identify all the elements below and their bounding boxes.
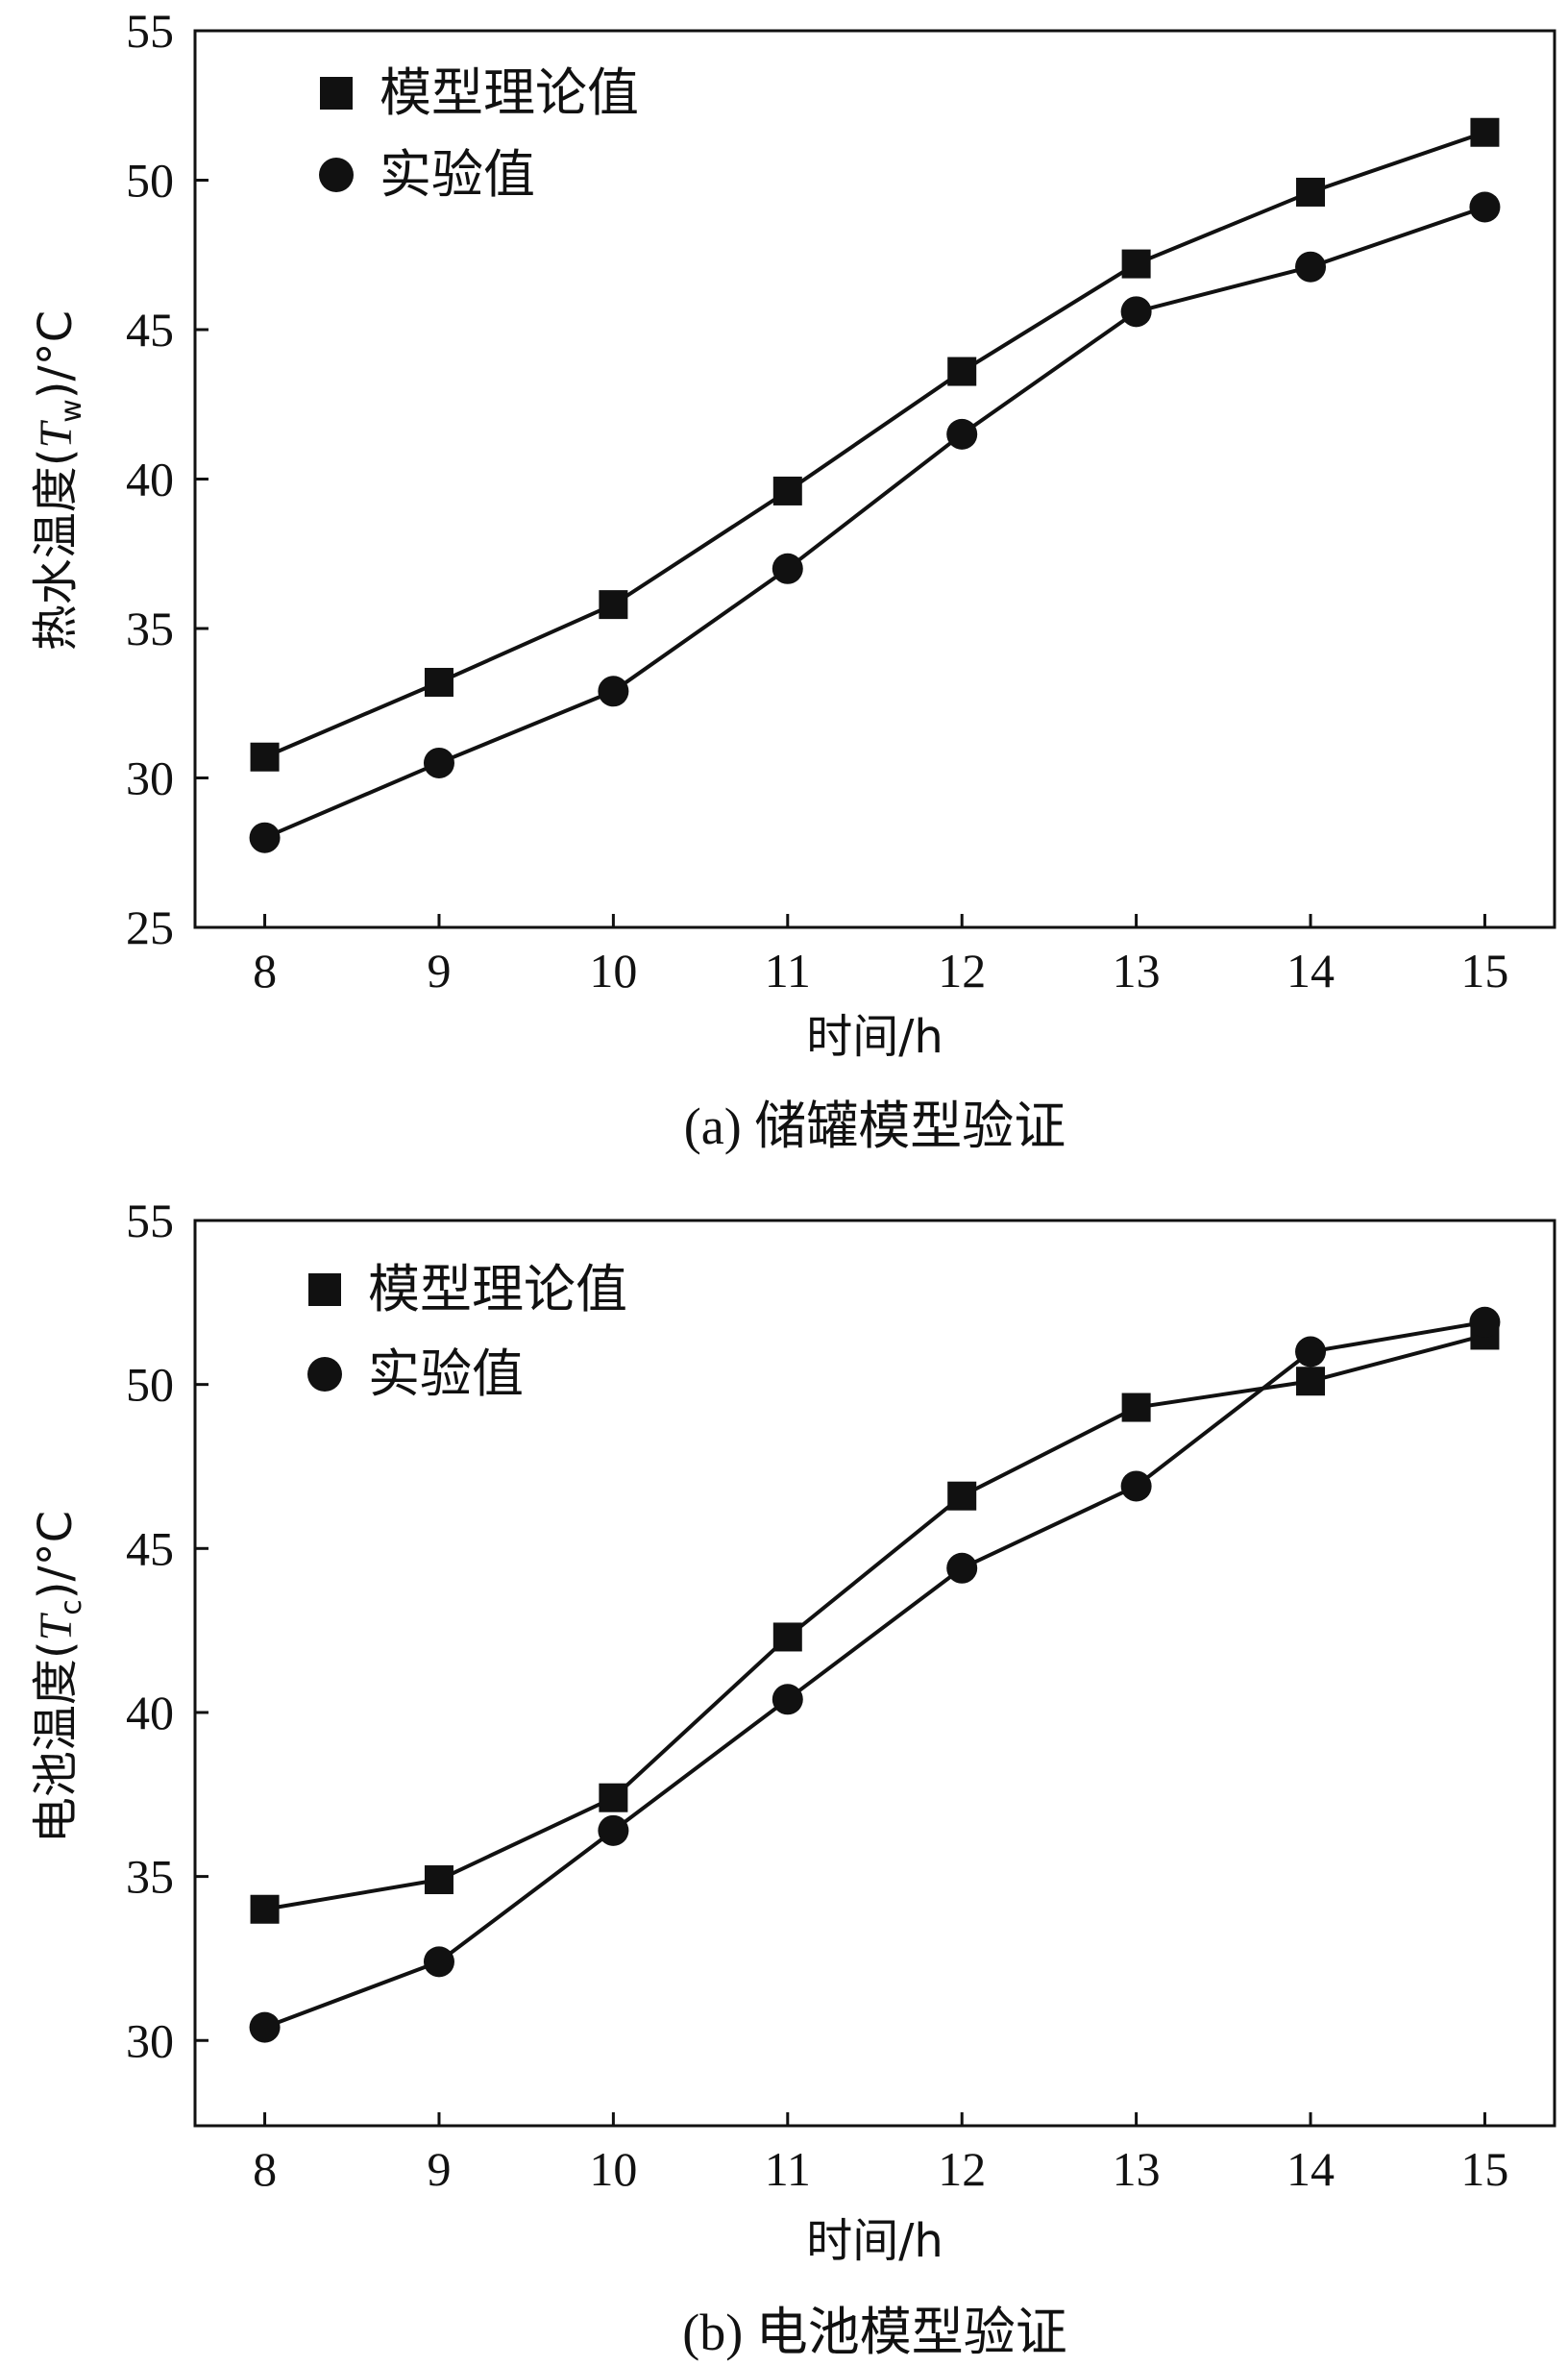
data-point-square — [1121, 249, 1151, 279]
data-point-square — [772, 476, 802, 505]
data-point-circle — [1295, 1336, 1327, 1368]
chart-a: 8 9 10 11 12 13 14 15 25 30 35 40 45 50 55 时间/h 热水温度(Tw)… — [29, 4, 1556, 1155]
x-tick-label: 13 — [1113, 2142, 1161, 2196]
data-point-square — [772, 1622, 802, 1652]
data-point-circle — [946, 418, 978, 450]
data-point-square — [424, 667, 453, 697]
y-tick-label: 50 — [126, 1358, 174, 1412]
x-tick-label: 12 — [938, 944, 986, 998]
series-model — [250, 117, 1500, 772]
series-line — [264, 1333, 1485, 1911]
x-tick-label: 14 — [1286, 944, 1335, 998]
y-tick-label: 30 — [126, 752, 174, 805]
y-tick-label: 35 — [126, 1850, 174, 1904]
series-model — [250, 1320, 1500, 1924]
legend-marker-circle — [319, 158, 354, 192]
chart-caption: (b) 电池模型验证 — [682, 2304, 1066, 2361]
x-tick-label: 9 — [427, 944, 451, 998]
data-point-circle — [249, 2011, 281, 2043]
chart-caption: (a) 储罐模型验证 — [684, 1097, 1066, 1155]
x-axis-title: 时间/h — [806, 1010, 943, 1064]
y-axis-title: 热水温度(Tw)/°C — [29, 310, 88, 651]
data-point-circle — [598, 1814, 629, 1846]
x-tick-label: 11 — [765, 2142, 811, 2196]
y-tick-label: 40 — [126, 1686, 174, 1739]
legend-marker-circle — [307, 1357, 342, 1392]
data-point-square — [250, 1894, 280, 1924]
data-point-circle — [423, 1946, 454, 1978]
x-tick-label: 10 — [589, 944, 637, 998]
chart-b: 8 9 10 11 12 13 14 15 30 35 40 45 50 55 时间/h 电池温度(Tc)/°… — [29, 1194, 1556, 2361]
y-axis-title: 电池温度(Tc)/°C — [29, 1511, 88, 1843]
x-tick-label: 11 — [765, 944, 811, 998]
y-tick-label: 55 — [126, 1194, 174, 1247]
y-tick-label: 30 — [126, 2013, 174, 2067]
data-point-circle — [946, 1552, 978, 1584]
data-point-square — [947, 357, 977, 386]
y-tick-label: 45 — [126, 1521, 174, 1575]
data-point-circle — [772, 1684, 803, 1715]
series-experiment — [249, 191, 1501, 853]
data-point-square — [1470, 117, 1500, 147]
x-tick-label: 13 — [1113, 944, 1161, 998]
y-tick-label: 45 — [126, 303, 174, 357]
y-tick-label: 25 — [126, 900, 174, 954]
data-point-circle — [1120, 296, 1152, 328]
x-tick-label: 8 — [253, 944, 277, 998]
data-point-square — [947, 1481, 977, 1511]
y-tick-label: 50 — [126, 154, 174, 208]
data-point-square — [424, 1865, 453, 1895]
x-tick-label: 14 — [1286, 2142, 1335, 2196]
x-tick-label: 15 — [1460, 944, 1508, 998]
plot-frame — [193, 1219, 1556, 2128]
x-tick-label: 8 — [253, 2142, 277, 2196]
data-point-square — [599, 590, 628, 620]
data-point-square — [1296, 1367, 1326, 1396]
x-tick-label: 10 — [589, 2142, 637, 2196]
data-point-circle — [1120, 1470, 1152, 1502]
x-tick-label: 12 — [938, 2142, 986, 2196]
legend-marker-square — [320, 77, 353, 110]
data-point-square — [1121, 1392, 1151, 1422]
data-point-circle — [1469, 191, 1501, 223]
legend-marker-square — [308, 1273, 341, 1306]
series-line — [263, 1319, 1485, 2030]
y-tick-label: 55 — [126, 4, 174, 58]
series-line — [263, 130, 1486, 759]
data-point-circle — [423, 747, 454, 778]
legend-label: 实验值 — [380, 144, 535, 205]
legend-label: 模型理论值 — [368, 1259, 627, 1319]
x-tick-label: 15 — [1460, 2142, 1508, 2196]
legend-label: 模型理论值 — [380, 62, 639, 123]
data-point-square — [599, 1783, 628, 1812]
legend-label: 实验值 — [368, 1343, 524, 1404]
x-tick-label: 9 — [427, 2142, 451, 2196]
x-axis-title: 时间/h — [806, 2214, 943, 2268]
y-tick-label: 40 — [126, 453, 174, 506]
data-point-square — [250, 742, 280, 772]
data-point-circle — [1295, 251, 1327, 283]
series-experiment — [249, 1306, 1501, 2043]
data-point-square — [1296, 177, 1326, 207]
y-tick-label: 35 — [126, 602, 174, 655]
data-point-circle — [249, 822, 281, 853]
series-line — [263, 205, 1486, 840]
data-point-circle — [1469, 1306, 1501, 1338]
data-point-circle — [772, 553, 803, 584]
data-point-circle — [598, 676, 629, 707]
